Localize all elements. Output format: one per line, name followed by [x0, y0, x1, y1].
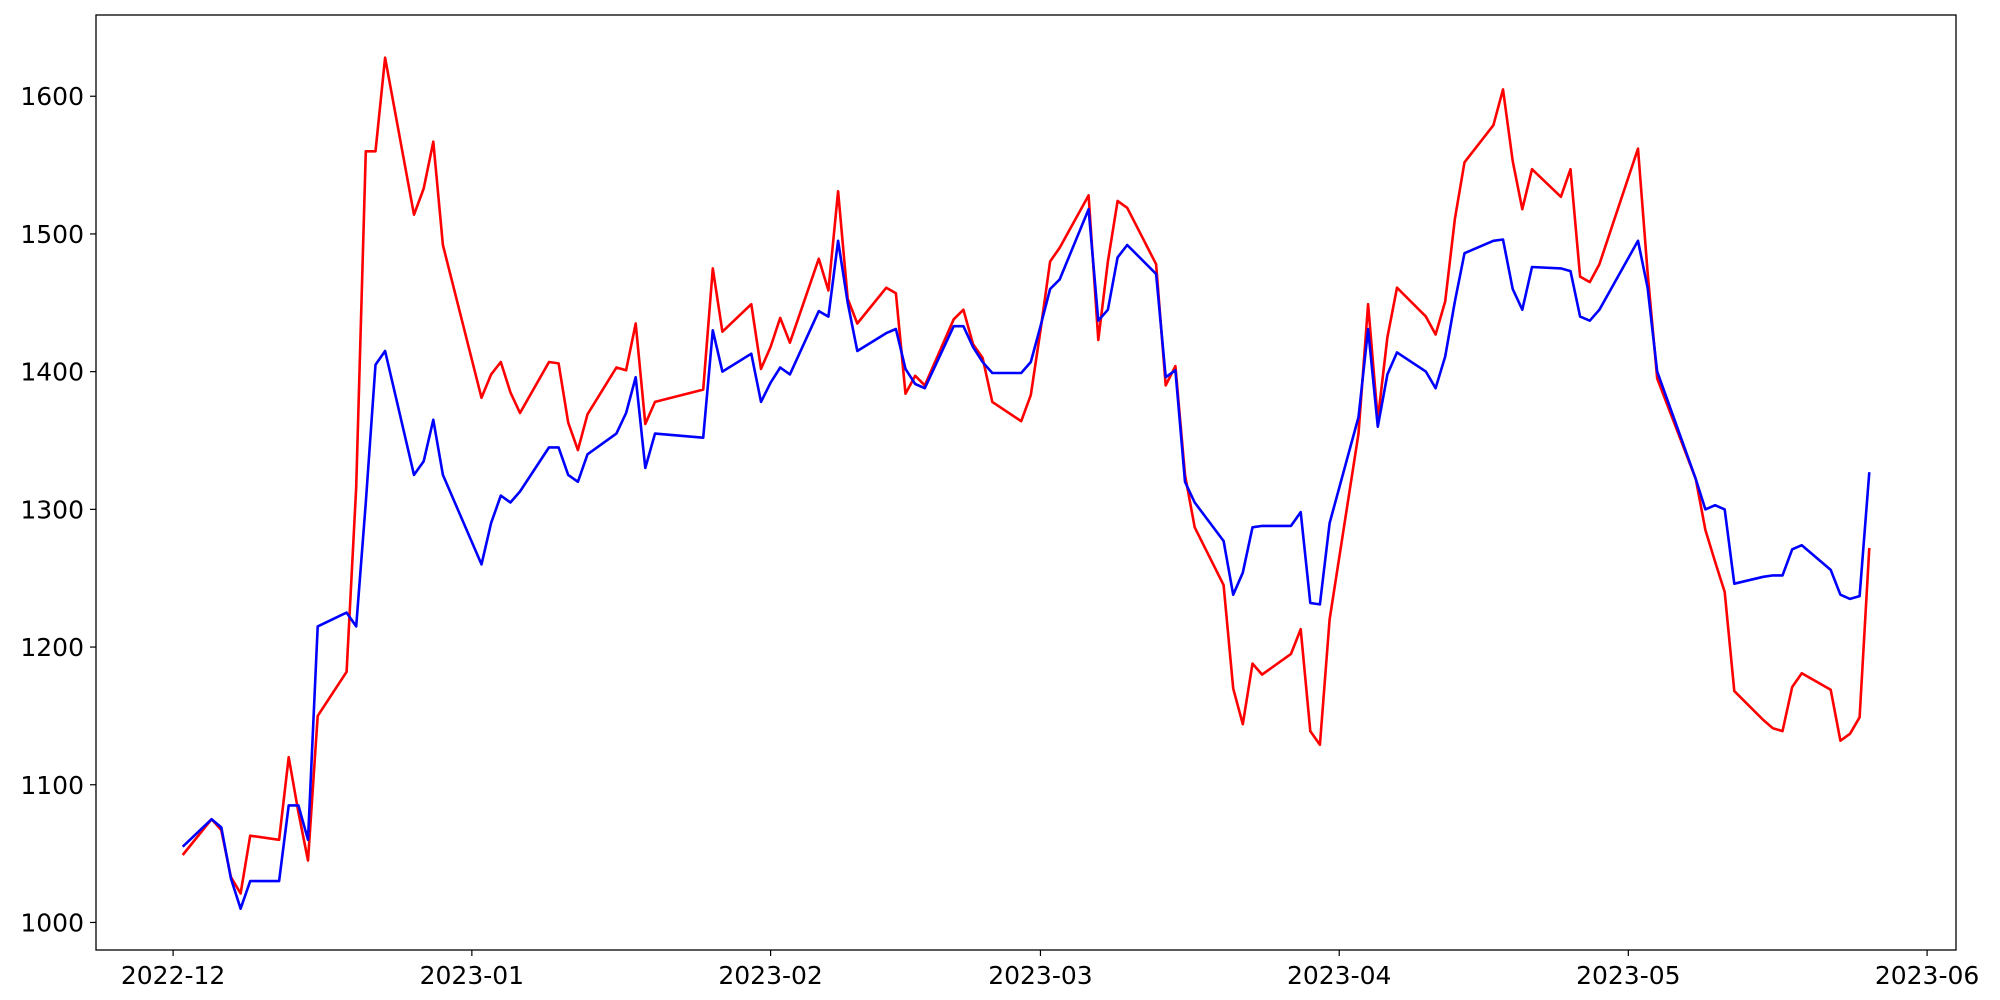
y-tick-label: 1300	[20, 495, 84, 524]
series-line	[181, 207, 1871, 911]
x-tick-label: 2023-06	[1875, 961, 1979, 990]
x-tick-label: 2022-12	[121, 961, 225, 990]
y-tick-label: 1100	[20, 771, 84, 800]
x-tick-label: 2023-02	[718, 961, 822, 990]
x-tick-label: 2023-04	[1287, 961, 1391, 990]
x-tick-label: 2023-03	[988, 961, 1092, 990]
y-tick-label: 1000	[20, 908, 84, 937]
y-tick-label: 1200	[20, 633, 84, 662]
x-tick-label: 2023-01	[420, 961, 524, 990]
plot-frame	[95, 14, 1957, 951]
series-line	[181, 56, 1871, 895]
y-tick-label: 1400	[20, 358, 84, 387]
y-tick-label: 1500	[20, 220, 84, 249]
y-tick-label: 1600	[20, 82, 84, 111]
x-tick-label: 2023-05	[1576, 961, 1680, 990]
